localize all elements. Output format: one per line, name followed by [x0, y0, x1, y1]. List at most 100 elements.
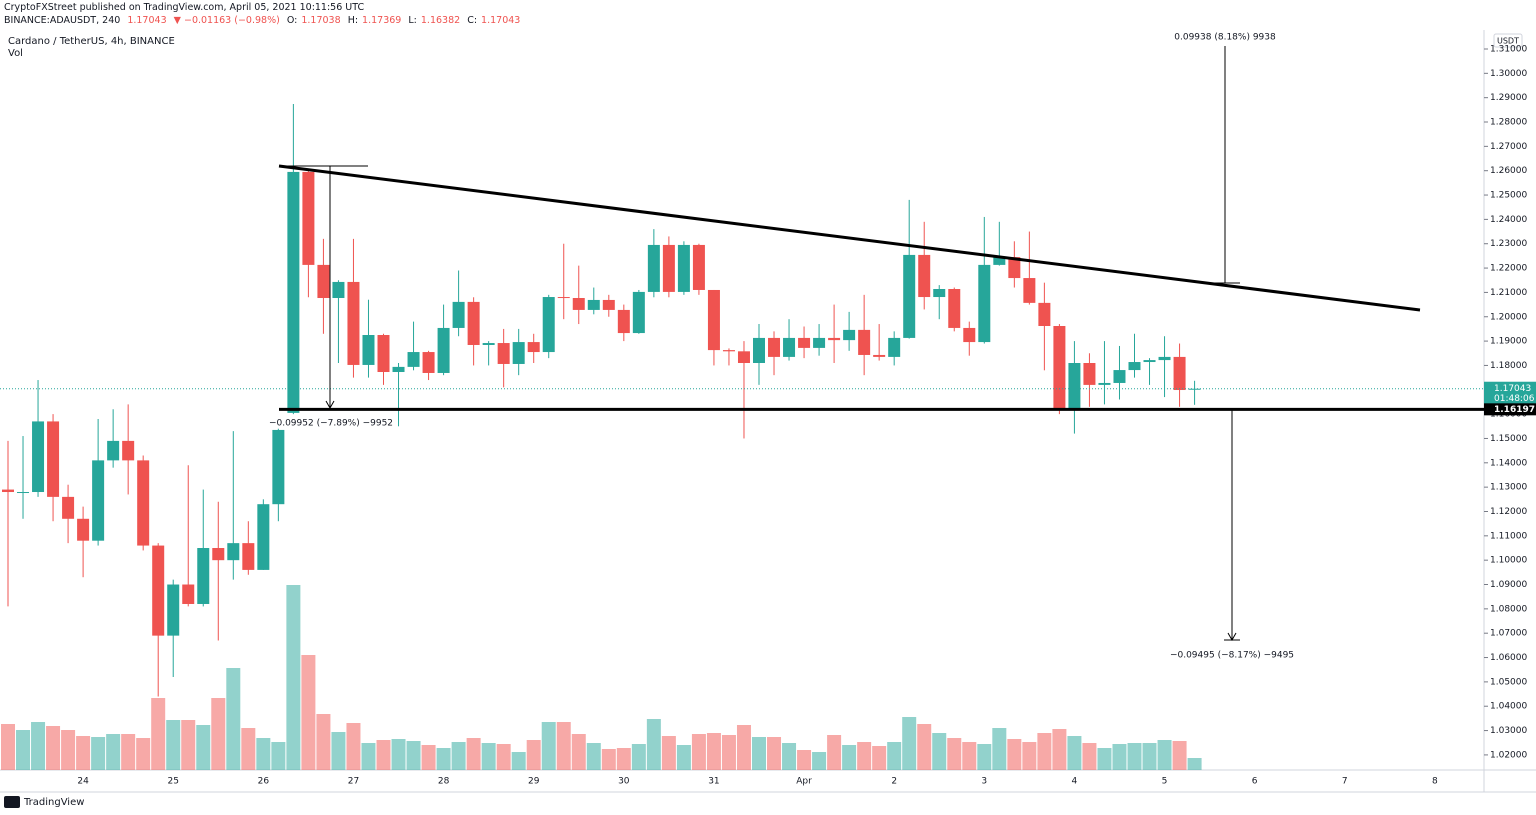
- candle-body: [152, 545, 165, 636]
- x-tick-label: 27: [348, 777, 359, 787]
- candle-body: [1023, 278, 1036, 303]
- volume-bar: [586, 743, 601, 770]
- y-tick-label: 1.30000: [1490, 69, 1527, 79]
- support-tag-label: 1.16197: [1494, 405, 1535, 415]
- candle-body: [843, 329, 856, 341]
- candle-body: [858, 329, 871, 355]
- x-tick-label: 6: [1252, 777, 1258, 787]
- y-tick-label: 1.20000: [1490, 312, 1527, 322]
- volume-bar: [887, 742, 902, 770]
- candle-body: [512, 342, 525, 364]
- y-tick-label: 1.28000: [1490, 118, 1527, 128]
- candle-body: [197, 548, 210, 604]
- candle-body: [92, 460, 105, 541]
- close: 1.17043: [481, 15, 521, 26]
- volume-bar: [286, 585, 301, 770]
- candle-body: [317, 264, 330, 299]
- volume-bar: [706, 733, 721, 770]
- y-tick-label: 1.26000: [1490, 166, 1527, 176]
- volume-bar: [1112, 744, 1127, 770]
- volume-bar: [436, 748, 451, 770]
- open: 1.17038: [301, 15, 341, 26]
- volume-bar: [1142, 743, 1157, 770]
- candle-body: [632, 291, 645, 334]
- volume-bar: [827, 735, 842, 770]
- volume-bar: [271, 742, 286, 770]
- candle-body: [617, 309, 630, 334]
- volume-bar: [676, 745, 691, 770]
- volume-bar: [346, 723, 361, 770]
- volume-bar: [1, 724, 15, 770]
- candle-body: [17, 492, 30, 494]
- y-tick-label: 1.03000: [1490, 726, 1527, 736]
- arrow-head: [325, 400, 335, 410]
- volume-bar: [241, 728, 256, 770]
- candle-body: [137, 460, 150, 546]
- candle-body: [377, 335, 390, 373]
- y-tick-label: 1.06000: [1490, 653, 1527, 663]
- volume-bar: [451, 742, 466, 770]
- volume-bar: [31, 722, 46, 770]
- candle-body: [182, 584, 195, 604]
- y-tick-label: 1.05000: [1490, 677, 1527, 687]
- volume-bar: [857, 742, 872, 770]
- candle-body: [873, 354, 886, 357]
- volume-bar: [646, 719, 661, 770]
- candle-body: [2, 489, 14, 493]
- x-tick-label: 5: [1162, 777, 1168, 787]
- candle-body: [242, 543, 255, 570]
- x-tick-label: 2: [891, 777, 897, 787]
- volume-bar: [91, 737, 106, 770]
- volume-bar: [1052, 729, 1067, 770]
- volume-bar: [1172, 741, 1187, 770]
- o-label: O:: [286, 15, 298, 26]
- candle-body: [813, 337, 826, 348]
- price-tag: [1484, 381, 1536, 405]
- volume-bar: [556, 722, 571, 770]
- candle-body: [783, 337, 796, 357]
- volume-bar: [181, 720, 196, 770]
- volume-bar: [1157, 740, 1172, 770]
- volume-bar: [76, 736, 91, 770]
- candle-body: [557, 297, 570, 299]
- candle-body: [497, 343, 510, 364]
- candle-body: [722, 350, 735, 352]
- low: 1.16382: [420, 15, 461, 26]
- candle-body: [1008, 257, 1021, 279]
- candle-body: [1068, 363, 1081, 410]
- symbol: BINANCE:ADAUSDT, 240: [4, 15, 121, 26]
- candle-body: [47, 421, 60, 497]
- candle-body: [828, 337, 841, 341]
- candle-body: [798, 337, 811, 348]
- candle-body: [888, 337, 901, 357]
- candle-body: [753, 337, 765, 363]
- x-tick-label: 28: [438, 777, 450, 787]
- volume-bar: [661, 736, 676, 770]
- y-tick-label: 1.27000: [1490, 142, 1527, 152]
- candle-body: [1173, 356, 1186, 391]
- y-tick-label: 1.10000: [1490, 556, 1527, 566]
- volume-bar: [466, 738, 481, 770]
- candle-body: [482, 343, 495, 345]
- y-tick-label: 1.25000: [1490, 191, 1527, 201]
- volume-bar: [1082, 743, 1097, 770]
- volume-bar: [1127, 743, 1142, 770]
- y-tick-label: 1.02000: [1490, 750, 1527, 760]
- x-tick-label: 29: [528, 777, 540, 787]
- volume-bar: [46, 726, 61, 770]
- candle-body: [737, 351, 750, 363]
- volume-bar: [511, 752, 526, 770]
- y-tick-label: 1.29000: [1490, 93, 1527, 103]
- candle-body: [903, 254, 916, 338]
- candle-body: [963, 327, 976, 343]
- volume-bar: [376, 740, 391, 770]
- volume-bar: [812, 752, 827, 770]
- y-tick-label: 1.09000: [1490, 580, 1527, 590]
- volume-bar: [917, 724, 932, 770]
- x-tick-label: 30: [618, 777, 630, 787]
- candle-body: [602, 299, 615, 310]
- y-tick-label: 1.19000: [1490, 337, 1527, 347]
- volume-label: Vol: [8, 48, 23, 59]
- x-tick-label: 7: [1342, 777, 1348, 787]
